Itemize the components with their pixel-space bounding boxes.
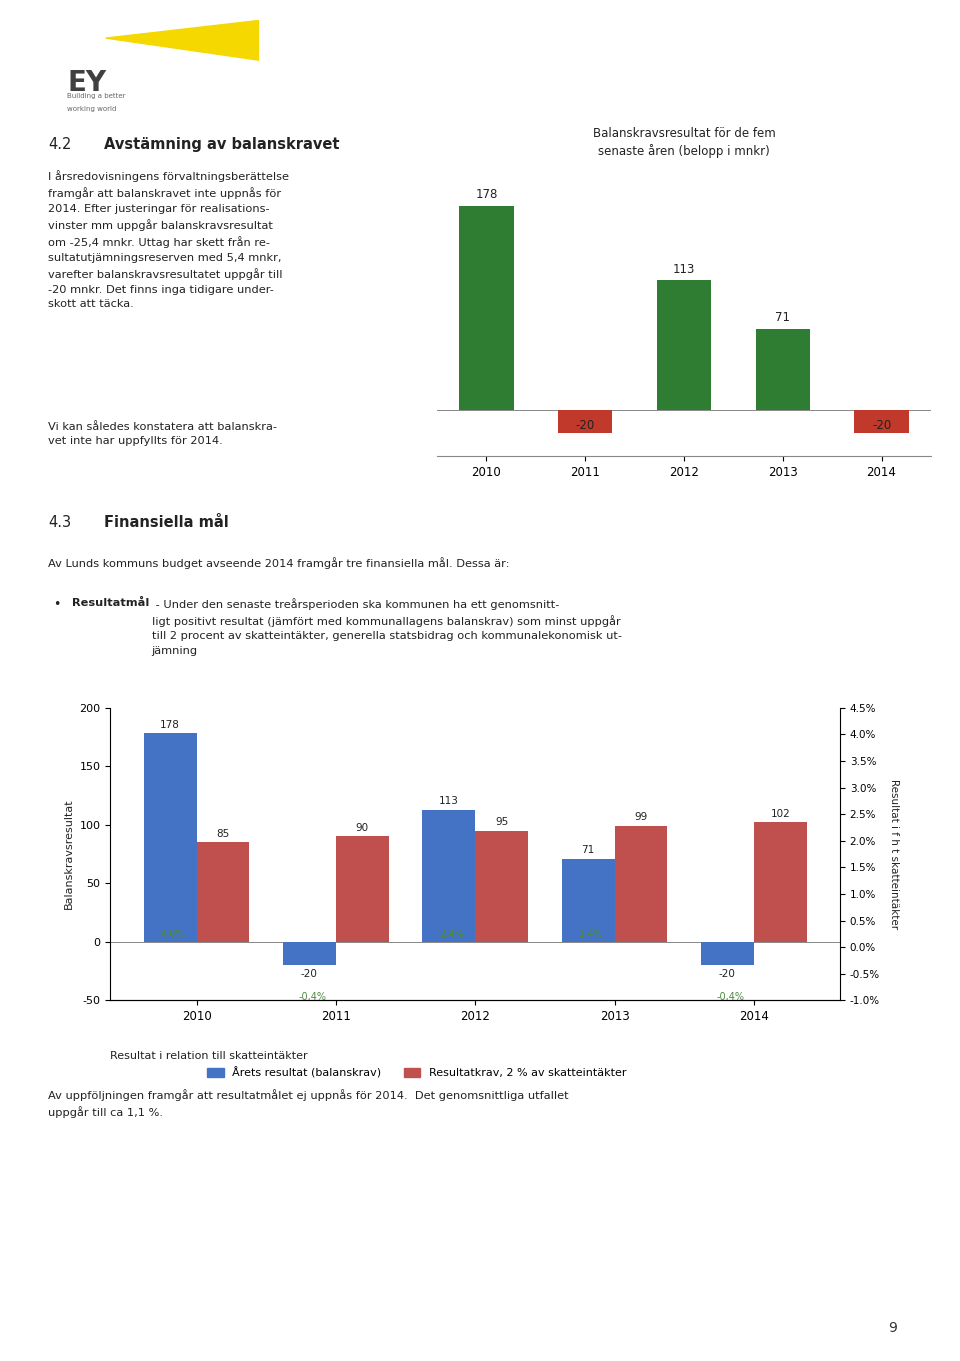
Text: Resultat i relation till skatteintäkter: Resultat i relation till skatteintäkter: [110, 1051, 308, 1062]
Text: 178: 178: [160, 720, 180, 729]
Text: 102: 102: [771, 808, 790, 819]
Text: -0,4%: -0,4%: [299, 992, 326, 1002]
Y-axis label: Balanskravsresultat: Balanskravsresultat: [64, 799, 74, 909]
Bar: [756, 328, 810, 410]
Text: 1,4%: 1,4%: [579, 930, 603, 939]
Text: -20: -20: [872, 419, 891, 433]
Bar: [854, 410, 909, 433]
Bar: [558, 410, 612, 433]
Legend: Årets resultat (balanskrav), Resultatkrav, 2 % av skatteintäkter: Årets resultat (balanskrav), Resultatkra…: [203, 1063, 632, 1082]
Text: I årsredovisningens förvaltningsberättelse
framgår att balanskravet inte uppnås : I årsredovisningens förvaltningsberättel…: [48, 170, 289, 309]
Bar: [283, 942, 336, 965]
Text: 178: 178: [475, 188, 497, 201]
Bar: [562, 859, 614, 942]
Bar: [459, 206, 514, 410]
Text: EY: EY: [67, 69, 107, 97]
Bar: [657, 280, 711, 410]
Bar: [197, 842, 250, 942]
Text: 4.3: 4.3: [48, 514, 71, 531]
Bar: [614, 826, 667, 942]
Text: -20: -20: [300, 969, 318, 979]
Text: Finansiella mål: Finansiella mål: [105, 514, 228, 531]
Text: Resultatmål: Resultatmål: [72, 597, 149, 608]
Text: 85: 85: [216, 829, 229, 838]
Text: -20: -20: [719, 969, 736, 979]
Text: 113: 113: [439, 796, 459, 806]
Text: Av Lunds kommuns budget avseende 2014 framgår tre finansiella mål. Dessa är:: Av Lunds kommuns budget avseende 2014 fr…: [48, 558, 510, 569]
Polygon shape: [106, 20, 259, 60]
Text: 113: 113: [673, 263, 695, 276]
Text: 2,4%: 2,4%: [439, 930, 464, 939]
Text: -20: -20: [576, 419, 595, 433]
Title: Balanskravsresultat för de fem
senaste åren (belopp i mnkr): Balanskravsresultat för de fem senaste å…: [592, 127, 776, 158]
Text: 90: 90: [356, 823, 369, 833]
Bar: [422, 810, 475, 942]
Text: 71: 71: [582, 845, 594, 855]
Text: 4.2: 4.2: [48, 136, 71, 152]
Text: •: •: [53, 597, 60, 611]
Bar: [475, 830, 528, 942]
Text: Building a better: Building a better: [67, 93, 126, 99]
Text: 9: 9: [888, 1320, 898, 1335]
Text: 71: 71: [776, 310, 790, 324]
Text: 4,0%: 4,0%: [160, 930, 185, 939]
Text: Vi kan således konstatera att balanskra-
vet inte har uppfyllts för 2014.: Vi kan således konstatera att balanskra-…: [48, 422, 277, 446]
Y-axis label: Resultat i f h t skatteintäkter: Resultat i f h t skatteintäkter: [889, 778, 900, 930]
Text: Av uppföljningen framgår att resultatmålet ej uppnås för 2014.  Det genomsnittli: Av uppföljningen framgår att resultatmål…: [48, 1089, 568, 1117]
Bar: [754, 822, 806, 942]
Text: - Under den senaste treårsperioden ska kommunen ha ett genomsnitt-
ligt positivt: - Under den senaste treårsperioden ska k…: [152, 597, 622, 656]
Text: working world: working world: [67, 106, 116, 112]
Bar: [336, 837, 389, 942]
Text: Avstämning av balanskravet: Avstämning av balanskravet: [105, 136, 340, 152]
Bar: [144, 734, 197, 942]
Text: 99: 99: [635, 813, 648, 822]
Bar: [701, 942, 754, 965]
Text: -0,4%: -0,4%: [716, 992, 744, 1002]
Text: 95: 95: [495, 817, 508, 827]
